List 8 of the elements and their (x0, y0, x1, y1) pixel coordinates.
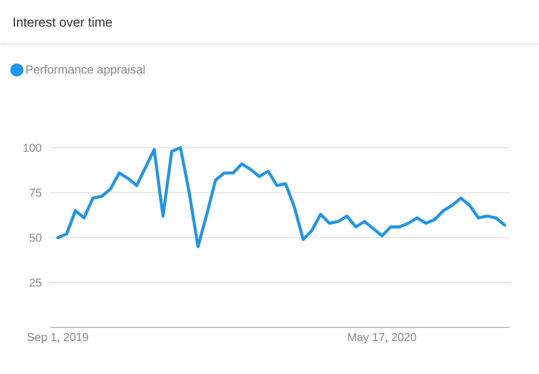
legend-label: Performance appraisal (26, 64, 145, 76)
y-tick-label: 75 (30, 188, 42, 196)
x-tick-label: May 17, 2020 (348, 332, 416, 344)
chart-title: Interest over time (14, 16, 112, 26)
y-tick-label: 50 (30, 233, 42, 242)
y-tick-label: 25 (30, 278, 42, 286)
x-tick-label: Sep 1, 2019 (28, 332, 88, 344)
y-tick-label: 100 (24, 144, 42, 152)
